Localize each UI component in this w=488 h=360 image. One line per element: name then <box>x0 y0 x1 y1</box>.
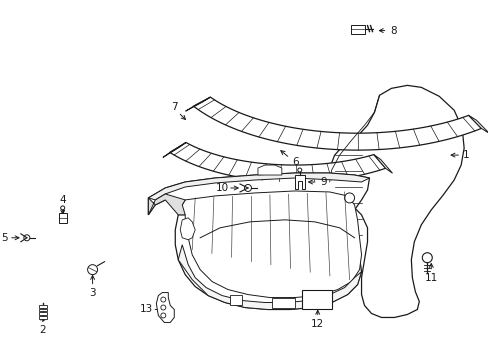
Text: 1: 1 <box>462 150 468 160</box>
Circle shape <box>244 184 251 192</box>
Circle shape <box>24 235 30 241</box>
Bar <box>39 305 47 307</box>
Polygon shape <box>178 191 361 298</box>
Text: 9: 9 <box>320 177 326 187</box>
Text: 11: 11 <box>424 273 437 283</box>
Polygon shape <box>373 154 392 173</box>
Circle shape <box>61 206 64 210</box>
Text: 2: 2 <box>40 325 46 336</box>
Text: 8: 8 <box>389 26 396 36</box>
Circle shape <box>161 313 165 318</box>
Polygon shape <box>156 293 174 323</box>
Circle shape <box>161 305 165 310</box>
Polygon shape <box>229 294 242 305</box>
Polygon shape <box>468 115 488 133</box>
Text: 6: 6 <box>292 157 299 167</box>
Bar <box>350 24 364 33</box>
Circle shape <box>344 193 354 203</box>
Circle shape <box>297 168 301 172</box>
Text: 5: 5 <box>1 233 8 243</box>
Polygon shape <box>185 97 210 111</box>
Text: 7: 7 <box>171 102 177 112</box>
Text: 3: 3 <box>89 288 96 298</box>
Polygon shape <box>163 143 185 157</box>
Bar <box>39 312 47 315</box>
Circle shape <box>87 265 98 275</box>
Polygon shape <box>271 298 294 307</box>
Circle shape <box>161 297 165 302</box>
Text: 4: 4 <box>59 195 66 205</box>
Polygon shape <box>178 245 361 310</box>
Bar <box>39 316 47 319</box>
Polygon shape <box>258 165 281 175</box>
Polygon shape <box>329 85 463 318</box>
Circle shape <box>422 253 431 263</box>
Polygon shape <box>294 175 304 189</box>
Polygon shape <box>148 173 369 200</box>
Text: 12: 12 <box>310 319 324 329</box>
Polygon shape <box>180 218 195 240</box>
Text: 13: 13 <box>140 305 153 315</box>
Bar <box>301 289 331 310</box>
Polygon shape <box>193 97 480 150</box>
Polygon shape <box>169 143 385 182</box>
Polygon shape <box>59 213 66 223</box>
Polygon shape <box>148 173 369 310</box>
Polygon shape <box>148 194 185 215</box>
Bar <box>39 309 47 311</box>
Text: 10: 10 <box>215 183 228 193</box>
